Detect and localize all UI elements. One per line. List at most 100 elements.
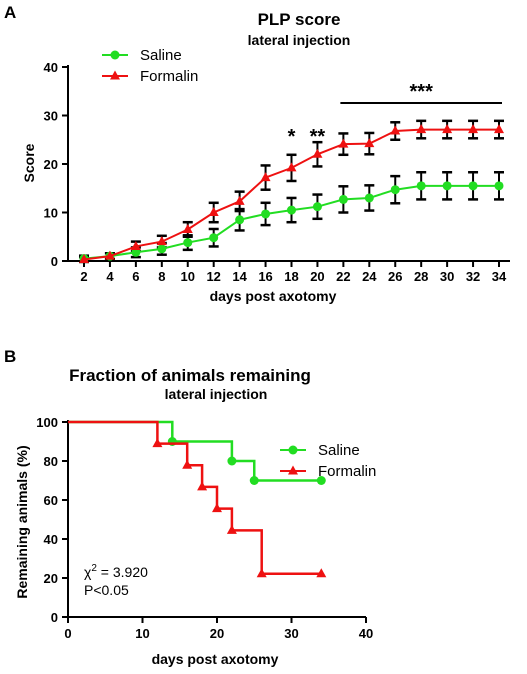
chart-a-x-tick-label: 14: [232, 269, 247, 284]
chart-a-point-formalin: [104, 250, 115, 260]
chart-b-y-tick-label: 60: [44, 493, 58, 508]
chart-a-series-line-formalin: [83, 128, 499, 261]
chart-b-legend-marker: [288, 465, 298, 475]
chart-a-x-tick-label: 2: [80, 269, 87, 284]
chart-a-point-saline: [312, 202, 322, 212]
chart-b-legend-label: Formalin: [318, 463, 376, 480]
chart-a-y-tick-label: 30: [44, 109, 58, 124]
chart-a-xlabel: days post axotomy: [210, 288, 337, 304]
p-value-annotation: P<0.05: [84, 582, 129, 598]
chart-a-x-tick-label: 30: [440, 269, 454, 284]
chart-a-x-tick-label: 10: [181, 269, 195, 284]
chi-exponent: 2: [91, 563, 97, 574]
chart-b-point-formalin: [197, 481, 208, 491]
chart-b-y-tick-label: 100: [36, 415, 58, 430]
chart-a-x-tick-label: 20: [310, 269, 324, 284]
chart-a-x-tick-label: 8: [158, 269, 165, 284]
chart-b-point-formalin: [256, 568, 267, 578]
chart-b-x-tick-label: 30: [284, 626, 298, 641]
chart-a-legend-label: Saline: [140, 47, 182, 64]
chart-a-point-saline: [183, 238, 193, 248]
chart-a-point-formalin: [156, 236, 167, 246]
chart-a-point-formalin: [494, 124, 504, 134]
panel-b-label: B: [4, 347, 16, 366]
chart-a-x-tick-label: 24: [362, 269, 377, 284]
chart-b-legend-label: Saline: [318, 442, 360, 459]
chart-a-point-formalin: [390, 125, 401, 135]
chart-b-point-saline: [316, 476, 326, 485]
chart-a-point-formalin: [182, 223, 193, 233]
chart-b-point-formalin: [226, 524, 237, 534]
chart-b-step-line-formalin: [68, 420, 322, 575]
chart-a-point-saline: [468, 181, 478, 191]
chart-b-x-tick-label: 40: [359, 626, 373, 641]
chart-b: 0 20 40 60 80 100 0 10 20 30 40 Saline Formalin: [36, 415, 376, 641]
chi-value: = 3.920: [97, 564, 148, 580]
panel-a-label: A: [4, 3, 16, 22]
chart-a-point-saline: [261, 209, 271, 219]
chart-b-y-tick-label: 0: [51, 610, 58, 625]
chart-a-point-saline: [209, 233, 219, 243]
chart-a-subtitle: lateral injection: [248, 32, 351, 48]
chart-a-point-saline: [442, 181, 452, 191]
chart-a-title: PLP score: [258, 10, 341, 29]
chart-a-point-formalin: [208, 207, 219, 216]
chart-b-x-tick-label: 20: [210, 626, 224, 641]
chart-a-point-formalin: [130, 240, 141, 250]
chart-a-point-saline: [235, 215, 245, 225]
chart-a-point-saline: [416, 181, 426, 191]
chi-symbol: χ: [84, 564, 92, 580]
chart-b-y-tick-label: 40: [44, 532, 58, 547]
chart-a-point-formalin: [416, 124, 427, 134]
chart-b-point-formalin: [182, 459, 193, 469]
chart-b-x-tick-label: 10: [135, 626, 149, 641]
chart-a-legend-label: Formalin: [140, 68, 198, 85]
chart-a-x-tick-label: 4: [106, 269, 114, 284]
chi-square-annotation: χ2 = 3.920: [84, 563, 148, 580]
chart-a-x-tick-label: 16: [258, 269, 272, 284]
chart-a-legend-marker: [110, 70, 120, 80]
chart-a-point-saline: [157, 244, 167, 254]
chart-a-y-tick-label: 20: [44, 157, 58, 172]
chart-b-point-formalin: [316, 568, 327, 578]
chart-b-x-tick-label: 0: [64, 626, 71, 641]
chart-b-legend-marker: [288, 445, 298, 455]
chart-a-significance-label: **: [310, 126, 326, 148]
chart-a-point-saline: [364, 193, 374, 203]
chart-a-x-tick-label: 28: [414, 269, 428, 284]
chart-a-x-tick-label: 12: [206, 269, 220, 284]
chart-b-subtitle: lateral injection: [165, 386, 268, 402]
chart-a-x-tick-label: 34: [492, 269, 507, 284]
chart-a-point-formalin: [312, 148, 323, 158]
chart-a-x-tick-label: 32: [466, 269, 480, 284]
chart-a-point-saline: [287, 205, 296, 215]
chart-a-point-saline: [390, 185, 400, 195]
chart-a-y-tick-label: 10: [44, 206, 58, 221]
chart-a-point-saline: [131, 247, 141, 257]
chart-a-point-formalin: [79, 254, 89, 264]
chart-b-xlabel: days post axotomy: [152, 651, 279, 667]
chart-a-point-formalin: [364, 138, 375, 148]
chart-b-title: Fraction of animals remaining: [69, 366, 311, 385]
chart-b-point-saline: [249, 476, 259, 485]
chart-a-x-tick-label: 6: [132, 269, 139, 284]
chart-a-point-formalin: [260, 172, 271, 182]
chart-b-point-saline: [227, 456, 237, 466]
chart-a-x-tick-label: 18: [284, 269, 298, 284]
chart-a-significance-label: ***: [410, 81, 434, 103]
chart-a-ylabel: Score: [21, 143, 37, 182]
chart-b-point-formalin: [152, 438, 163, 448]
chart-b-ylabel: Remaining animals (%): [14, 445, 30, 598]
chart-a-point-formalin: [234, 195, 245, 205]
chart-a-x-tick-label: 26: [388, 269, 402, 284]
chart-b-point-formalin: [212, 503, 222, 513]
chart-a-point-saline: [338, 194, 348, 204]
chart-a-point-formalin: [442, 124, 453, 134]
chart-a-significance-label: *: [288, 126, 296, 148]
chart-b-y-tick-label: 80: [44, 454, 58, 469]
chart-b-y-tick-label: 20: [44, 571, 58, 586]
chart-a-point-formalin: [468, 124, 479, 134]
chart-a-y-tick-label: 40: [44, 60, 58, 75]
